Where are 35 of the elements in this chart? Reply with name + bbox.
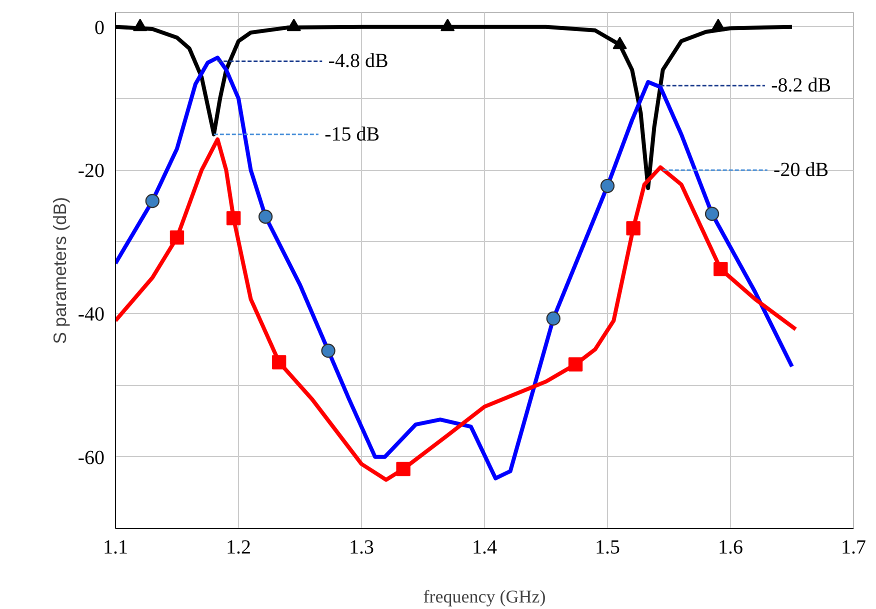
x-tick-label: 1.3	[349, 536, 374, 558]
point	[711, 18, 726, 32]
point	[145, 194, 160, 208]
annotation: -4.8 dB	[328, 50, 388, 72]
point	[226, 211, 241, 226]
point	[714, 262, 728, 276]
x-tick-label: 1.2	[226, 536, 251, 558]
point	[133, 18, 148, 32]
annotation: -8.2 dB	[771, 74, 832, 97]
point	[321, 344, 336, 358]
point	[258, 210, 273, 224]
point	[440, 18, 455, 32]
x-tick-label: 1.6	[718, 536, 743, 558]
x-axis-title: frequency (GHz)	[423, 586, 546, 606]
x-tick-label: 1.7	[841, 536, 866, 558]
point	[568, 357, 583, 372]
y-tick-label: 0	[94, 16, 104, 39]
x-tick-label: 1.1	[103, 536, 128, 558]
point	[546, 311, 560, 326]
point	[612, 36, 627, 50]
y-tick-label: -20	[78, 160, 105, 182]
point	[396, 462, 410, 476]
y-tick-label: -40	[78, 304, 105, 326]
x-tick-label: 1.5	[595, 536, 620, 558]
point	[704, 206, 720, 221]
annotation: -20 dB	[774, 159, 829, 182]
annotation: -15 dB	[324, 123, 380, 146]
y-tick-label: -60	[78, 446, 105, 469]
point	[600, 178, 615, 194]
point	[272, 355, 286, 370]
y-axis-title: S parameters (dB)	[50, 196, 70, 344]
point	[626, 221, 640, 236]
x-tick-label: 1.4	[472, 536, 497, 558]
point	[286, 18, 301, 32]
point	[170, 230, 184, 245]
